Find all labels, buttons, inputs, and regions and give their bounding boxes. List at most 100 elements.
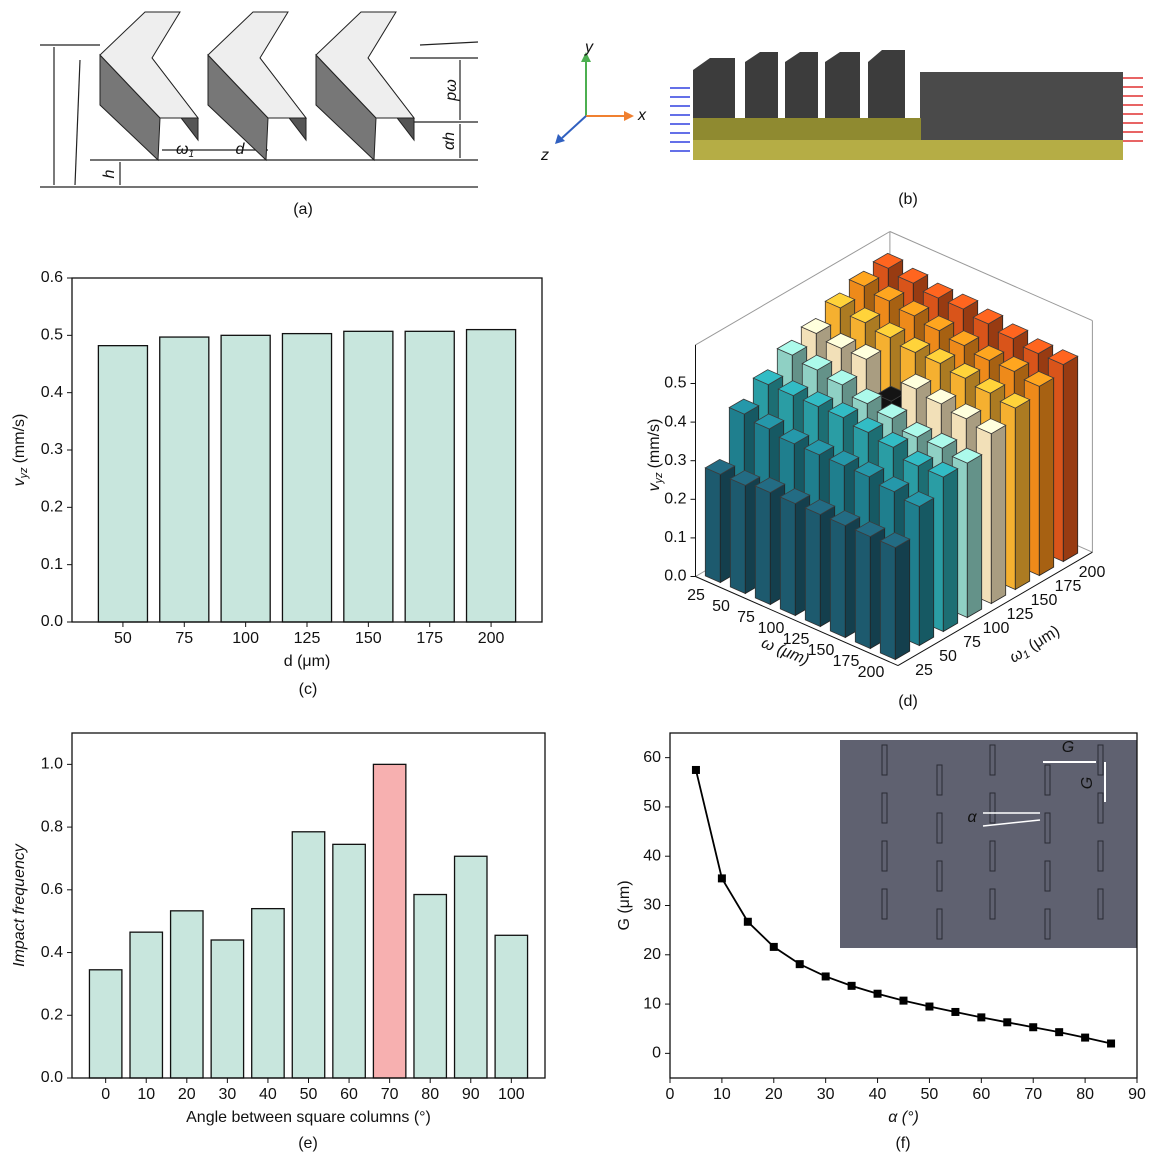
marker (796, 960, 804, 968)
marker (925, 1003, 933, 1011)
y-tick-label: 0.8 (41, 818, 63, 835)
marker (874, 990, 882, 998)
z-tick-label: 0.2 (664, 491, 686, 508)
page: {"figure_a": {"caption": "(a)", "labels"… (0, 0, 1150, 1158)
x-tick-label: 10 (713, 1086, 731, 1103)
x-tick-label: 90 (462, 1086, 480, 1103)
bar (333, 844, 365, 1078)
axis-title: Impact frequency (11, 843, 28, 967)
label-ah: αh (441, 132, 458, 150)
bar (414, 895, 446, 1078)
y-tick-label: 150 (1031, 592, 1058, 609)
label-d: d (236, 141, 246, 158)
x-tick-label: 150 (355, 630, 382, 647)
label-sub: 1 (188, 149, 194, 160)
x-tick-label: 50 (300, 1086, 318, 1103)
y-tick-label: 0.0 (41, 613, 63, 630)
y-tick-label: 0.5 (41, 327, 63, 344)
label-text: ω (176, 141, 188, 158)
bar-front (780, 497, 795, 616)
y-tick-label: 60 (643, 749, 661, 766)
y-tick-label: 50 (643, 798, 661, 815)
y-tick-label: 0.4 (41, 384, 63, 401)
bar-front (880, 541, 895, 660)
axis-title-unit: (mm/s) (11, 414, 28, 464)
axis-label: y (584, 39, 594, 56)
marker (951, 1008, 959, 1016)
x-tick-label: 50 (921, 1086, 939, 1103)
inset-label: G (1079, 777, 1096, 789)
triad (555, 52, 634, 144)
bar-side (991, 425, 1005, 603)
bar-front (755, 486, 770, 605)
bar-3d (880, 533, 909, 660)
y-tick-label: 200 (1079, 564, 1106, 581)
axis-title: ω1(μm) (1007, 623, 1064, 668)
x-tick-label: 200 (478, 630, 505, 647)
y-tick-label: 0.1 (41, 556, 63, 573)
axis-title-sub: yz (18, 467, 30, 480)
x-tick-label: 60 (972, 1086, 990, 1103)
x-tick-label: 100 (232, 630, 259, 647)
z-tick-label: 0.3 (664, 452, 686, 469)
y-tick-label: 0.6 (41, 269, 63, 286)
x-axis-title: d (μm) (284, 653, 331, 670)
y-tick-label: 125 (1007, 606, 1034, 623)
bar (160, 337, 209, 622)
inset-label: α (967, 809, 977, 826)
bar (405, 331, 454, 622)
y-tick-label: 50 (939, 648, 957, 665)
marker (1081, 1034, 1089, 1042)
bar (130, 932, 162, 1078)
x-tick-label: 20 (765, 1086, 783, 1103)
y-tick-label: 30 (643, 897, 661, 914)
x-tick-label: 80 (421, 1086, 439, 1103)
marker (1029, 1023, 1037, 1031)
bar-side (967, 455, 981, 618)
axis-title-main: Impact frequency (11, 843, 28, 967)
label-h: h (101, 169, 118, 178)
y-tick-label: 40 (643, 847, 661, 864)
inset-image (840, 740, 1137, 948)
bar (467, 330, 516, 622)
bar-side (895, 539, 909, 659)
caption: (d) (898, 693, 918, 710)
marker (770, 943, 778, 951)
marker (848, 982, 856, 990)
x-tick-label: 60 (340, 1086, 358, 1103)
bar (221, 335, 270, 622)
z-tick-label: 0.0 (664, 568, 686, 585)
label-omega1: ω1 (176, 141, 194, 159)
x-tick-label: 50 (114, 630, 132, 647)
y-tick-label: 20 (643, 946, 661, 963)
bar (89, 970, 121, 1078)
x-tick-label: 125 (294, 630, 321, 647)
x-tick-label: 40 (869, 1086, 887, 1103)
z-tick-label: 0.5 (664, 375, 686, 392)
x-tick-label: 0 (101, 1086, 110, 1103)
x-tick-label: 25 (687, 587, 705, 604)
bar (211, 940, 243, 1078)
mesh-block (920, 72, 1123, 140)
y-tick-label: 100 (983, 620, 1010, 637)
marker (744, 918, 752, 926)
x-tick-label: 100 (758, 620, 785, 637)
arrow-head (624, 111, 634, 121)
axis-title: vyz(mm/s) (11, 414, 30, 487)
y-tick-label: 1.0 (41, 756, 63, 773)
y-tick-label: 25 (915, 662, 933, 679)
y-tick-label: 0.2 (41, 1006, 63, 1023)
axis-label: x (637, 107, 647, 124)
bar-side (1039, 378, 1053, 576)
caption: (b) (898, 191, 918, 208)
z-tick-label: 0.4 (664, 413, 686, 430)
bar (344, 331, 393, 622)
inset-label: G (1062, 739, 1074, 756)
bar (495, 935, 527, 1078)
x-tick-label: 175 (833, 653, 860, 670)
bar-front (805, 508, 820, 627)
guide-line (420, 42, 478, 45)
axis-title-unit: (mm/s) (646, 419, 663, 469)
axis-title-sub: yz (653, 472, 665, 485)
caption: (c) (299, 681, 318, 698)
